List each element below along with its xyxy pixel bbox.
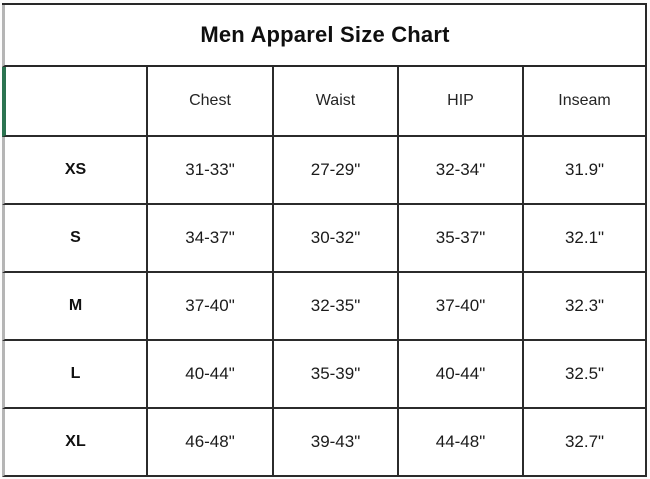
- chart-title: Men Apparel Size Chart: [2, 5, 647, 67]
- header-cell-hip: HIP: [399, 67, 524, 137]
- header-cell-waist: Waist: [274, 67, 399, 137]
- cell-m-hip: 37-40": [399, 273, 524, 341]
- cell-l-inseam: 32.5": [524, 341, 647, 409]
- cell-l-waist: 35-39": [274, 341, 399, 409]
- cell-xs-waist: 27-29": [274, 137, 399, 205]
- row-l: L 40-44" 35-39" 40-44" 32.5": [2, 341, 647, 409]
- cell-xs-inseam: 31.9": [524, 137, 647, 205]
- cell-xl-size: XL: [2, 409, 148, 477]
- size-chart-table: Men Apparel Size Chart Chest Waist HIP I…: [2, 3, 647, 477]
- row-s: S 34-37" 30-32" 35-37" 32.1": [2, 205, 647, 273]
- header-cell-inseam: Inseam: [524, 67, 647, 137]
- cell-s-chest: 34-37": [148, 205, 274, 273]
- cell-l-chest: 40-44": [148, 341, 274, 409]
- cell-xs-chest: 31-33": [148, 137, 274, 205]
- cell-xl-chest: 46-48": [148, 409, 274, 477]
- cell-s-inseam: 32.1": [524, 205, 647, 273]
- cell-xl-inseam: 32.7": [524, 409, 647, 477]
- cell-m-inseam: 32.3": [524, 273, 647, 341]
- cell-xs-size: XS: [2, 137, 148, 205]
- row-xl: XL 46-48" 39-43" 44-48" 32.7": [2, 409, 647, 477]
- cell-s-waist: 30-32": [274, 205, 399, 273]
- cell-l-size: L: [2, 341, 148, 409]
- header-cell-size: [2, 67, 148, 137]
- row-xs: XS 31-33" 27-29" 32-34" 31.9": [2, 137, 647, 205]
- row-m: M 37-40" 32-35" 37-40" 32.3": [2, 273, 647, 341]
- cell-m-waist: 32-35": [274, 273, 399, 341]
- cell-s-hip: 35-37": [399, 205, 524, 273]
- cell-xl-waist: 39-43": [274, 409, 399, 477]
- cell-l-hip: 40-44": [399, 341, 524, 409]
- cell-s-size: S: [2, 205, 148, 273]
- header-cell-chest: Chest: [148, 67, 274, 137]
- cell-m-size: M: [2, 273, 148, 341]
- cell-m-chest: 37-40": [148, 273, 274, 341]
- cell-xl-hip: 44-48": [399, 409, 524, 477]
- cell-xs-hip: 32-34": [399, 137, 524, 205]
- header-row: Chest Waist HIP Inseam: [2, 67, 647, 137]
